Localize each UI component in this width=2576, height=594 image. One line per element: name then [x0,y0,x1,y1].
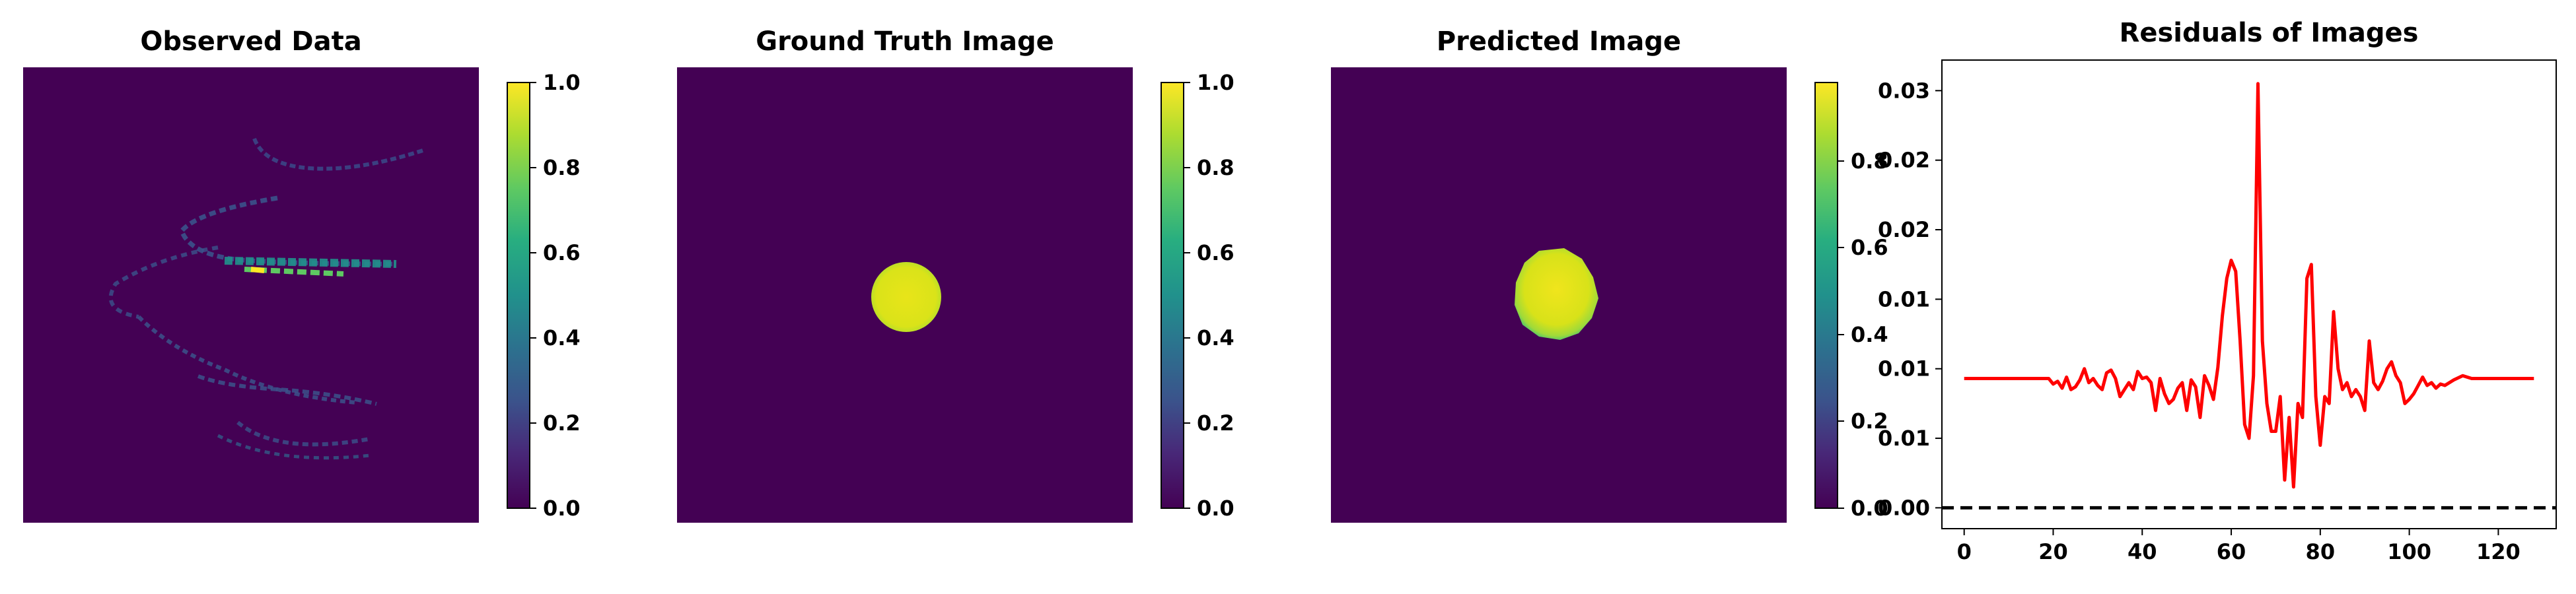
chart-title: Residuals of Images [2120,18,2419,48]
x-tick-label: 0 [1957,539,1972,564]
colorbar-tick-label: 0.6 [1197,240,1234,265]
panel-title: Ground Truth Image [756,26,1054,57]
colorbar-ticks: 0.0 0.2 0.4 0.6 0.8 1.0 [530,70,581,521]
colorbar-tick-label: 0.8 [1851,148,1888,174]
colorbar-tick-label: 0.8 [1197,155,1234,180]
predicted-blob [1515,248,1598,340]
panel-title: Predicted Image [1437,26,1681,57]
y-tick-label: 0.01 [1878,286,1930,312]
colorbar [507,82,530,509]
observed-data-image [23,67,479,523]
colorbar-tick-label: 0.2 [1851,409,1888,434]
panel-ground-truth: Ground Truth Image 0.0 0.2 0.4 0.6 0.8 1… [677,26,1234,523]
ground-truth-blob [871,262,941,332]
colorbar-tick-label: 0.4 [543,325,581,350]
colorbar-tick-label: 0.0 [1851,496,1888,521]
y-axis: 0.00 0.01 0.01 0.01 0.02 0.02 0.03 [1878,78,1942,520]
y-tick-label: 0.01 [1878,426,1930,451]
panel-residuals: Residuals of Images 0 20 40 60 80 100 120 0.00… [1878,18,2557,564]
colorbar-tick-label: 1.0 [543,70,581,95]
observed-data-streaks [108,137,423,460]
colorbar-tick-label: 0.8 [543,155,581,180]
colorbar-ticks: 0.0 0.2 0.4 0.6 0.8 [1838,148,1888,521]
x-tick-label: 80 [2306,539,2336,564]
panel-observed-data: Observed Data 0.0 0.2 0.4 0.6 0.8 1.0 [23,26,581,523]
y-tick-label: 0.03 [1878,78,1930,103]
y-tick-label: 0.00 [1878,495,1930,520]
y-tick-label: 0.02 [1878,217,1930,242]
x-tick-label: 100 [2387,539,2431,564]
colorbar-tick-label: 0.0 [1197,496,1234,521]
x-axis: 0 20 40 60 80 100 120 [1957,529,2521,564]
colorbar-tick-label: 0.4 [1851,322,1888,347]
colorbar-tick-label: 1.0 [1197,70,1234,95]
y-tick-label: 0.01 [1878,356,1930,381]
colorbar [1814,82,1838,509]
colorbar-tick-label: 0.6 [543,240,581,265]
colorbar-tick-label: 0.6 [1851,235,1888,260]
colorbar-ticks: 0.0 0.2 0.4 0.6 0.8 1.0 [1184,70,1234,521]
colorbar-tick-label: 0.4 [1197,325,1234,350]
x-tick-label: 40 [2128,539,2157,564]
x-tick-label: 20 [2038,539,2068,564]
colorbar [1161,82,1184,509]
colorbar-tick-label: 0.2 [1197,411,1234,436]
x-tick-label: 60 [2217,539,2246,564]
colorbar-tick-label: 0.0 [543,496,581,521]
x-tick-label: 120 [2476,539,2521,564]
panel-predicted: Predicted Image 0.0 0.2 0.4 0.6 0.8 [1331,26,1888,523]
plot-area [1941,59,2557,529]
colorbar-tick-label: 0.2 [543,411,581,436]
y-tick-label: 0.02 [1878,148,1930,173]
panel-title: Observed Data [140,26,361,57]
residual-series-line [1964,82,2534,489]
